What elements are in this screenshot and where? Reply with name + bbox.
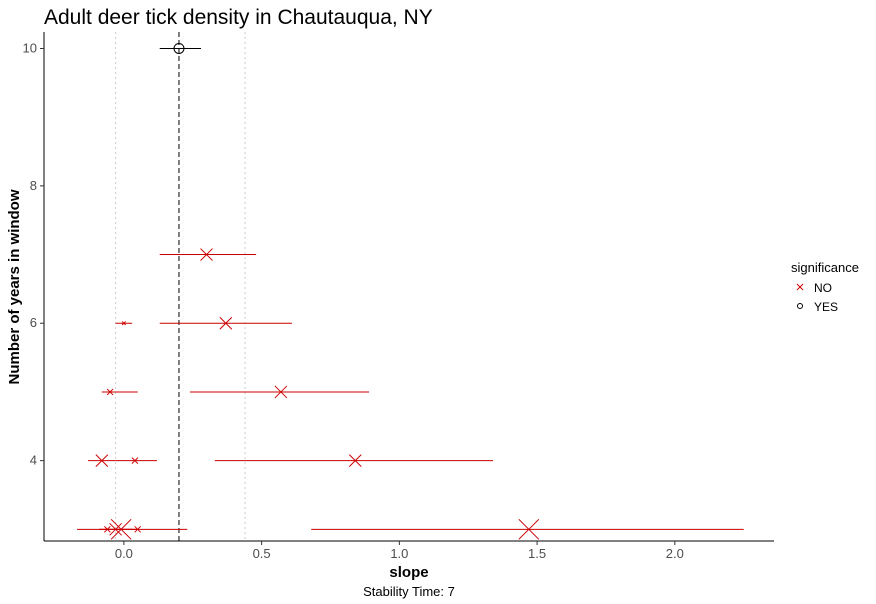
x-stroke-b — [131, 457, 139, 464]
y-tick-label: 10 — [23, 40, 37, 55]
point-no-11-marker — [219, 316, 233, 330]
legend-label-yes: YES — [814, 300, 838, 314]
x-stroke-b — [518, 518, 540, 540]
point-no-5-marker — [95, 454, 109, 467]
point-no-9-marker — [274, 385, 288, 399]
x-stroke-b — [121, 321, 127, 326]
point-no-4-marker — [518, 518, 540, 540]
point-yes-0-marker — [173, 42, 185, 54]
point-no-7-marker — [348, 454, 362, 467]
legend: significance NO YES — [791, 260, 859, 314]
legend-entry-yes: YES — [797, 300, 838, 314]
legend-title: significance — [791, 260, 859, 275]
chart-title: Adult deer tick density in Chautauqua, N… — [44, 6, 433, 29]
legend-circle-marker — [797, 303, 803, 309]
y-axis-title: Number of years in window — [6, 189, 23, 384]
point-no-6-marker — [131, 457, 139, 464]
x-stroke-b — [219, 316, 233, 330]
x-axis-ticks: 0.0 0.5 1.0 1.5 2.0 — [115, 541, 684, 561]
point-no-8-marker — [106, 388, 114, 396]
x-tick-label: 1.5 — [528, 546, 546, 561]
legend-label-no: NO — [814, 281, 832, 295]
legend-entry-no: NO — [796, 281, 832, 295]
chart-caption: Stability Time: 7 — [363, 584, 455, 599]
point-no-12-marker — [200, 248, 213, 261]
x-tick-label: 2.0 — [666, 546, 684, 561]
x-axis-title: slope — [389, 564, 428, 581]
x-tick-label: 0.5 — [253, 546, 271, 561]
x-stroke-b — [348, 454, 362, 467]
point-no-10-marker — [121, 321, 127, 326]
y-tick-label: 6 — [30, 315, 37, 330]
legend-key-yes-circle-icon — [797, 303, 803, 309]
x-tick-label: 1.0 — [390, 546, 408, 561]
plot-area — [77, 32, 744, 541]
x-stroke-b — [106, 388, 114, 396]
x-stroke-b — [796, 283, 804, 291]
y-tick-label: 4 — [30, 453, 37, 468]
x-tick-label: 0.0 — [115, 546, 133, 561]
x-stroke-b — [134, 525, 142, 533]
point-no-3-marker — [134, 525, 142, 533]
y-tick-label: 8 — [30, 178, 37, 193]
x-stroke-b — [200, 248, 213, 261]
legend-key-no-x-icon — [796, 283, 804, 291]
x-stroke-b — [274, 385, 288, 399]
y-axis-ticks: 4 6 8 10 — [23, 40, 44, 468]
legend-x-marker — [796, 283, 804, 291]
x-stroke-b — [95, 454, 109, 467]
